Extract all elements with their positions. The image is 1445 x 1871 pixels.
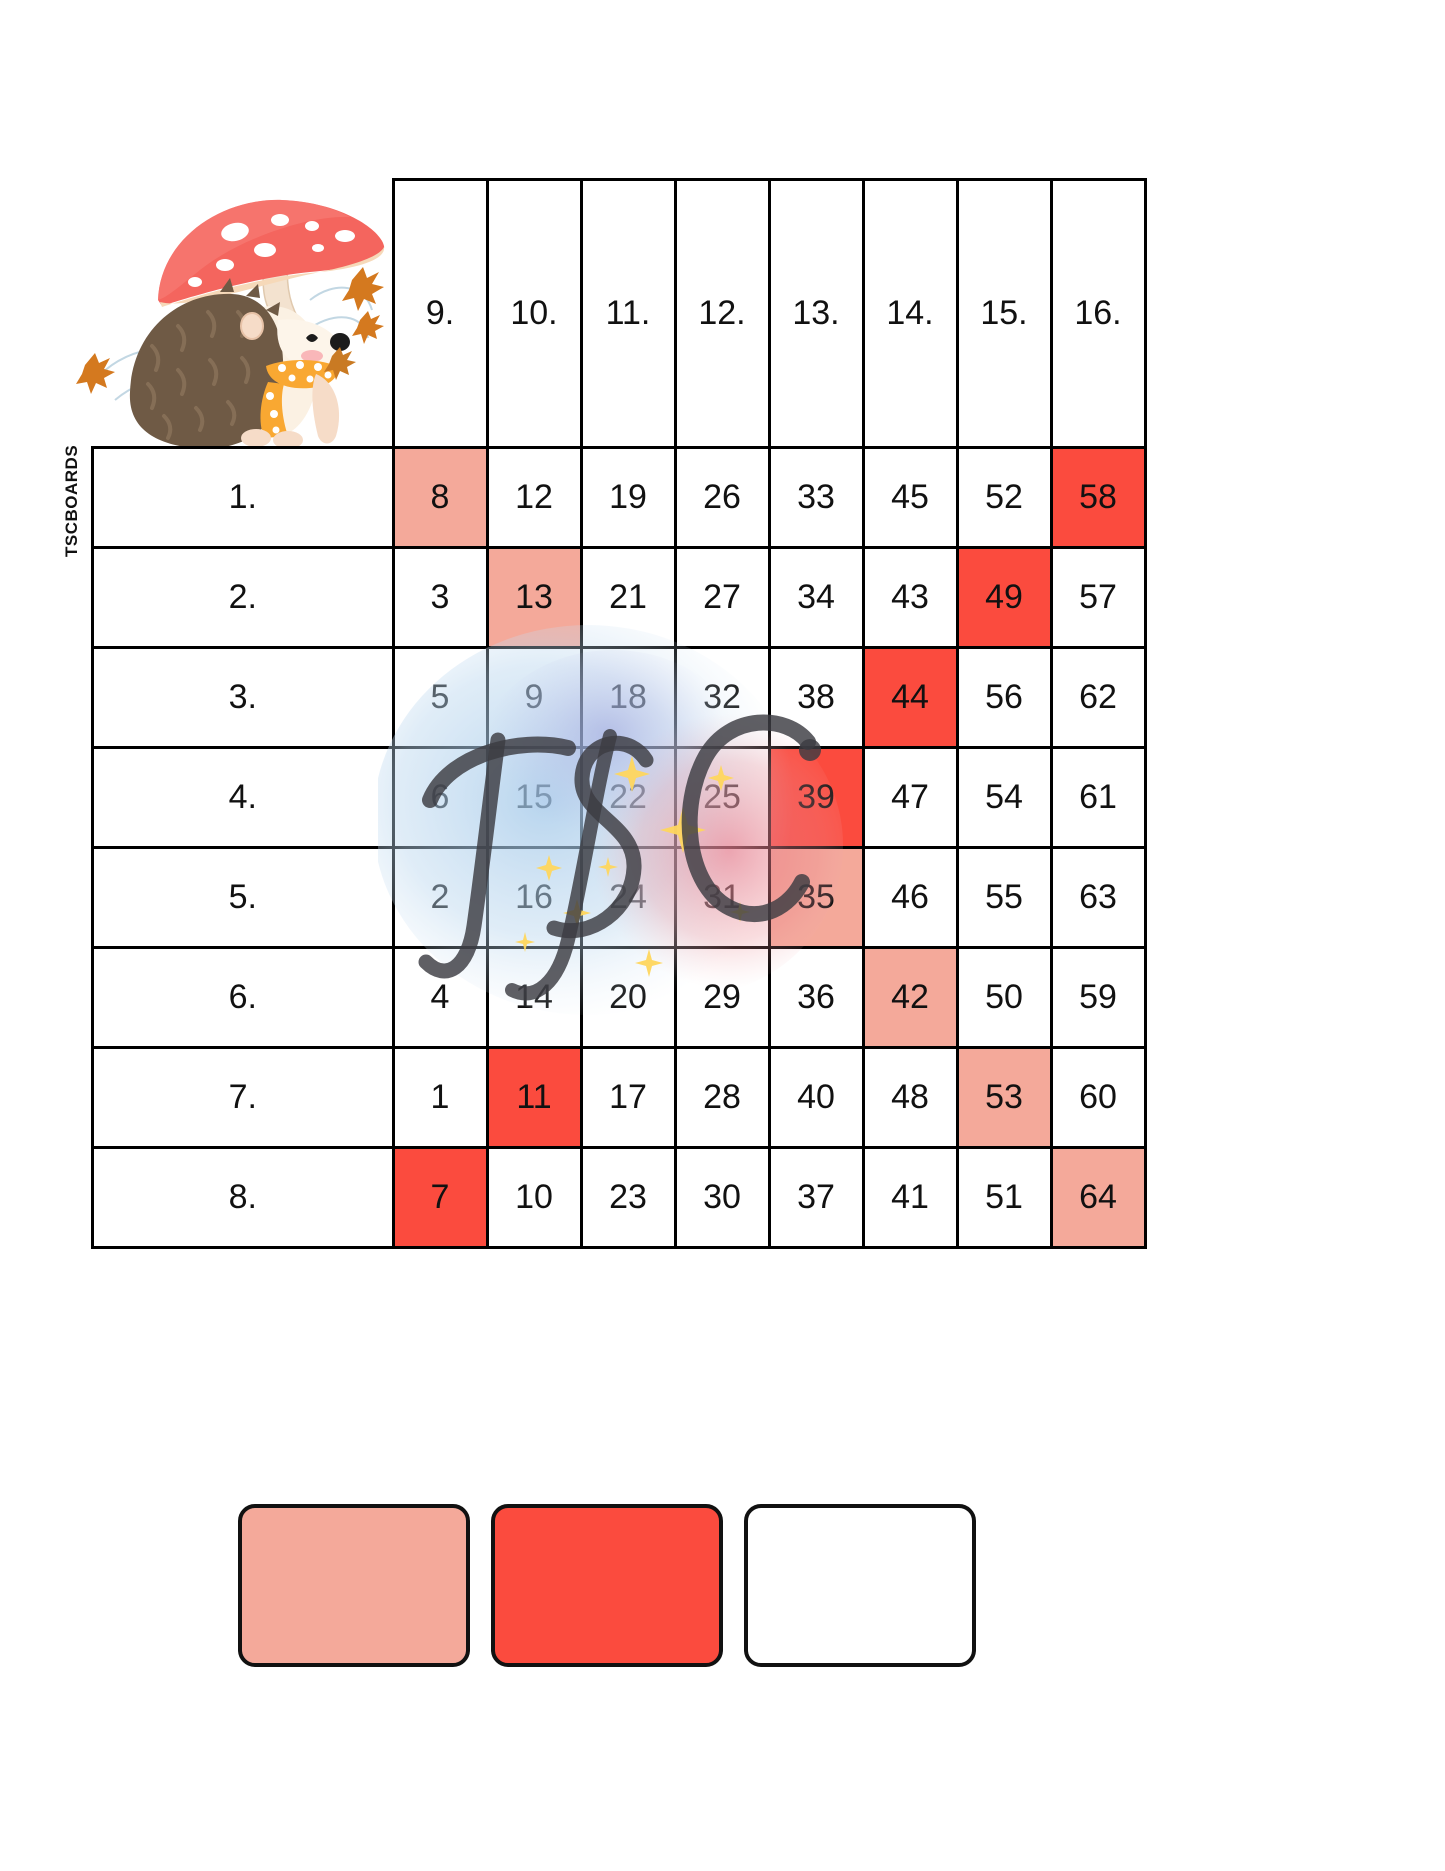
- grid-cell-r5-c3[interactable]: 24: [579, 846, 677, 949]
- grid-cell-r4-c2[interactable]: 15: [485, 746, 583, 849]
- column-header-11: 11.: [579, 178, 677, 449]
- column-header-13: 13.: [767, 178, 865, 449]
- bingo-grid: 9. 10. 11. 12. 13. 14. 15. 16. 1. 8 12 19 26 33 45 52 58…: [91, 178, 1147, 1249]
- grid-cell-r3-c6[interactable]: 44: [861, 646, 959, 749]
- grid-cell-r6-c3[interactable]: 20: [579, 946, 677, 1049]
- grid-cell-r5-c4[interactable]: 31: [673, 846, 771, 949]
- grid-cell-r4-c8[interactable]: 61: [1049, 746, 1147, 849]
- grid-cell-r2-c2[interactable]: 13: [485, 546, 583, 649]
- grid-cell-r7-c8[interactable]: 60: [1049, 1046, 1147, 1149]
- grid-cell-r2-c6[interactable]: 43: [861, 546, 959, 649]
- grid-cell-r1-c5[interactable]: 33: [767, 446, 865, 549]
- brand-label-tscboards: TSCBOARDS: [62, 444, 81, 557]
- legend-chip-red[interactable]: [491, 1504, 723, 1667]
- grid-cell-r8-c3[interactable]: 23: [579, 1146, 677, 1249]
- row-label-6: 6.: [91, 946, 395, 1049]
- grid-cell-r2-c4[interactable]: 27: [673, 546, 771, 649]
- grid-corner-cell: [93, 180, 394, 448]
- grid-row: 6. 4 14 20 29 36 42 50 59: [91, 946, 1147, 1049]
- grid-cell-r3-c4[interactable]: 32: [673, 646, 771, 749]
- legend: [238, 1504, 976, 1667]
- column-header-15: 15.: [955, 178, 1053, 449]
- grid-cell-r6-c5[interactable]: 36: [767, 946, 865, 1049]
- grid-row: 8. 7 10 23 30 37 41 51 64: [91, 1146, 1147, 1249]
- grid-cell-r7-c4[interactable]: 28: [673, 1046, 771, 1149]
- row-label-1: 1.: [91, 446, 395, 549]
- grid-cell-r6-c6[interactable]: 42: [861, 946, 959, 1049]
- grid-cell-r8-c6[interactable]: 41: [861, 1146, 959, 1249]
- grid-cell-r3-c1[interactable]: 5: [391, 646, 489, 749]
- grid-cell-r8-c4[interactable]: 30: [673, 1146, 771, 1249]
- column-header-9: 9.: [391, 178, 489, 449]
- row-label-8: 8.: [91, 1146, 395, 1249]
- column-header-16: 16.: [1049, 178, 1147, 449]
- grid-cell-r6-c7[interactable]: 50: [955, 946, 1053, 1049]
- grid-cell-r1-c8[interactable]: 58: [1049, 446, 1147, 549]
- grid-cell-r2-c1[interactable]: 3: [391, 546, 489, 649]
- row-label-5: 5.: [91, 846, 395, 949]
- row-label-2: 2.: [91, 546, 395, 649]
- grid-cell-r8-c8[interactable]: 64: [1049, 1146, 1147, 1249]
- grid-cell-r7-c5[interactable]: 40: [767, 1046, 865, 1149]
- bingo-grid-table: 9. 10. 11. 12. 13. 14. 15. 16. 1. 8 12 19 26 33 45 52 58…: [91, 178, 1147, 1249]
- grid-cell-r7-c3[interactable]: 17: [579, 1046, 677, 1149]
- grid-cell-r6-c1[interactable]: 4: [391, 946, 489, 1049]
- grid-cell-r2-c8[interactable]: 57: [1049, 546, 1147, 649]
- grid-cell-r5-c1[interactable]: 2: [391, 846, 489, 949]
- grid-cell-r1-c2[interactable]: 12: [485, 446, 583, 549]
- grid-cell-r7-c6[interactable]: 48: [861, 1046, 959, 1149]
- grid-cell-r5-c8[interactable]: 63: [1049, 846, 1147, 949]
- grid-cell-r2-c5[interactable]: 34: [767, 546, 865, 649]
- grid-cell-r4-c1[interactable]: 6: [391, 746, 489, 849]
- grid-cell-r4-c6[interactable]: 47: [861, 746, 959, 849]
- legend-chip-light[interactable]: [238, 1504, 470, 1667]
- grid-cell-r3-c5[interactable]: 38: [767, 646, 865, 749]
- grid-cell-r3-c2[interactable]: 9: [485, 646, 583, 749]
- grid-row: 4. 6 15 22 25 39 47 54 61: [91, 746, 1147, 849]
- grid-header-row: 9. 10. 11. 12. 13. 14. 15. 16.: [93, 178, 1147, 449]
- grid-cell-r3-c8[interactable]: 62: [1049, 646, 1147, 749]
- grid-cell-r1-c7[interactable]: 52: [955, 446, 1053, 549]
- grid-cell-r7-c1[interactable]: 1: [391, 1046, 489, 1149]
- grid-cell-r3-c3[interactable]: 18: [579, 646, 677, 749]
- grid-cell-r6-c8[interactable]: 59: [1049, 946, 1147, 1049]
- hedgehog-with-mushroom-umbrella-icon: [60, 160, 390, 460]
- grid-row: 2. 3 13 21 27 34 43 49 57: [91, 546, 1147, 649]
- grid-cell-r7-c7[interactable]: 53: [955, 1046, 1053, 1149]
- grid-cell-r1-c3[interactable]: 19: [579, 446, 677, 549]
- grid-cell-r8-c5[interactable]: 37: [767, 1146, 865, 1249]
- grid-row: 1. 8 12 19 26 33 45 52 58: [91, 446, 1147, 549]
- grid-cell-r1-c1[interactable]: 8: [391, 446, 489, 549]
- grid-cell-r4-c4[interactable]: 25: [673, 746, 771, 849]
- grid-cell-r5-c2[interactable]: 16: [485, 846, 583, 949]
- grid-cell-r3-c7[interactable]: 56: [955, 646, 1053, 749]
- grid-row: 5. 2 16 24 31 35 46 55 63: [91, 846, 1147, 949]
- grid-cell-r1-c4[interactable]: 26: [673, 446, 771, 549]
- grid-cell-r8-c1[interactable]: 7: [391, 1146, 489, 1249]
- row-label-7: 7.: [91, 1046, 395, 1149]
- grid-cell-r7-c2[interactable]: 11: [485, 1046, 583, 1149]
- grid-cell-r8-c2[interactable]: 10: [485, 1146, 583, 1249]
- grid-cell-r5-c6[interactable]: 46: [861, 846, 959, 949]
- grid-cell-r6-c4[interactable]: 29: [673, 946, 771, 1049]
- grid-cell-r2-c7[interactable]: 49: [955, 546, 1053, 649]
- legend-chip-empty[interactable]: [744, 1504, 976, 1667]
- grid-cell-r5-c7[interactable]: 55: [955, 846, 1053, 949]
- grid-cell-r5-c5[interactable]: 35: [767, 846, 865, 949]
- grid-cell-r6-c2[interactable]: 14: [485, 946, 583, 1049]
- grid-row: 7. 1 11 17 28 40 48 53 60: [91, 1046, 1147, 1149]
- grid-cell-r2-c3[interactable]: 21: [579, 546, 677, 649]
- row-label-4: 4.: [91, 746, 395, 849]
- grid-cell-r8-c7[interactable]: 51: [955, 1146, 1053, 1249]
- column-header-14: 14.: [861, 178, 959, 449]
- grid-cell-r4-c5[interactable]: 39: [767, 746, 865, 849]
- column-header-12: 12.: [673, 178, 771, 449]
- column-header-10: 10.: [485, 178, 583, 449]
- row-label-3: 3.: [91, 646, 395, 749]
- grid-row: 3. 5 9 18 32 38 44 56 62: [91, 646, 1147, 749]
- grid-cell-r4-c7[interactable]: 54: [955, 746, 1053, 849]
- grid-cell-r1-c6[interactable]: 45: [861, 446, 959, 549]
- grid-cell-r4-c3[interactable]: 22: [579, 746, 677, 849]
